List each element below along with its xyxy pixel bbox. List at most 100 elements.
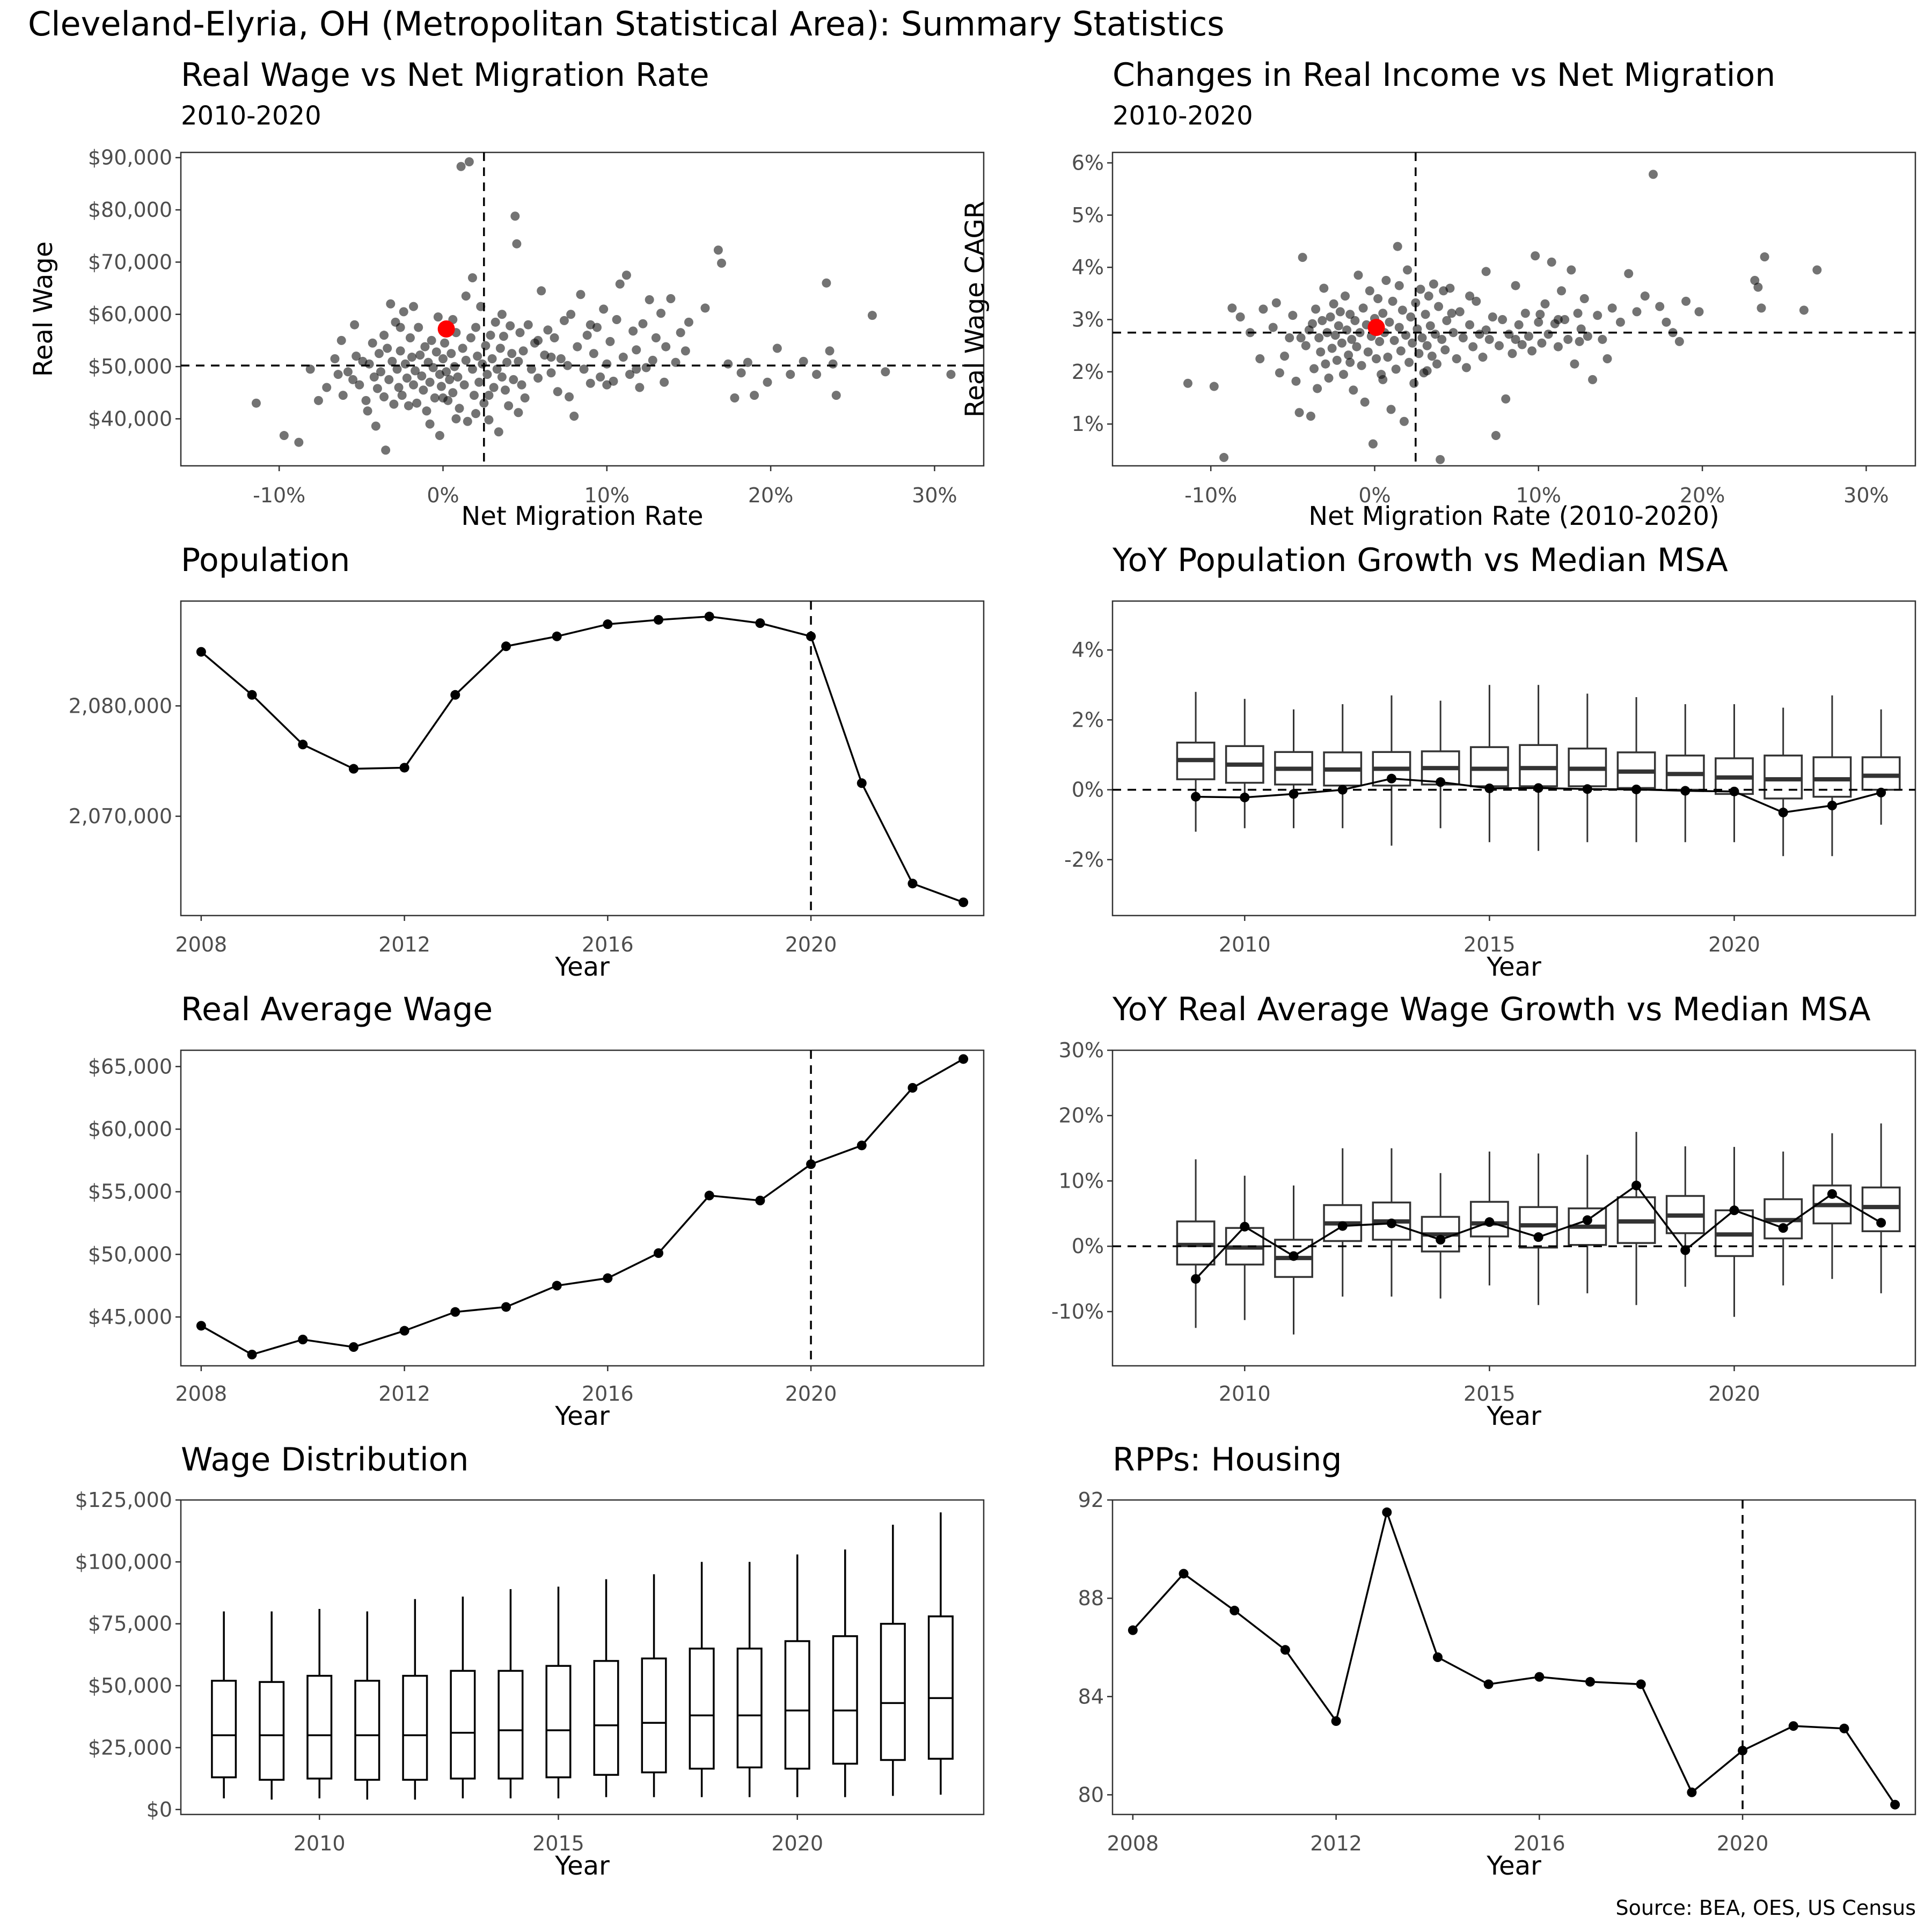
series-point: [196, 1321, 206, 1331]
series-point: [1839, 1723, 1849, 1733]
scatter-point: [338, 391, 348, 400]
scatter-point: [1219, 452, 1229, 462]
scatter-point: [305, 364, 315, 374]
scatter-point: [1285, 333, 1294, 343]
scatter-point: [1655, 302, 1665, 311]
scatter-point: [1403, 265, 1413, 275]
box-iqr: [402, 1674, 428, 1781]
series-point: [1289, 1251, 1299, 1261]
y-tick-label: 2%: [1072, 360, 1104, 384]
scatter-point: [1388, 296, 1397, 306]
y-tick-label: $75,000: [88, 1612, 172, 1636]
scatter-point: [425, 377, 435, 387]
scatter-point: [504, 401, 514, 411]
scatter-point: [396, 323, 405, 332]
scatter-point: [379, 331, 389, 340]
series-point: [1534, 1672, 1545, 1682]
scatter-point: [447, 349, 456, 358]
scatter-point: [1378, 375, 1388, 384]
y-tick-label: $80,000: [88, 198, 172, 222]
scatter-point: [684, 317, 693, 327]
panel-title: YoY Population Growth vs Median MSA: [1112, 541, 1728, 579]
scatter-point: [495, 343, 505, 353]
scatter-point: [376, 367, 385, 377]
x-axis-title: Year: [554, 952, 610, 982]
x-tick-label: 10%: [584, 484, 630, 507]
scatter-point: [1314, 333, 1324, 343]
y-tick-label: $50,000: [88, 355, 172, 378]
scatter-point: [1347, 334, 1357, 344]
scatter-point: [1694, 307, 1704, 317]
scatter-point: [1298, 253, 1307, 262]
scatter-point: [1397, 305, 1407, 315]
scatter-point: [1452, 354, 1461, 363]
scatter-point: [1353, 270, 1363, 280]
scatter-point: [1306, 412, 1315, 421]
box-iqr: [259, 1681, 285, 1781]
scatter-point: [618, 353, 628, 362]
scatter-point: [251, 398, 261, 408]
plot-area: [1113, 1123, 1915, 1335]
panel-wage_distribution: Wage Distribution 2010 2015 2020 $0 $25,000 $5…: [75, 1441, 985, 1881]
scatter-point: [456, 162, 466, 171]
y-tick-label: 2,080,000: [69, 694, 172, 718]
scatter-point: [1507, 349, 1517, 358]
series-point: [1582, 1215, 1592, 1225]
scatter-point: [1406, 312, 1416, 322]
scatter-point: [1373, 294, 1383, 304]
scatter-point: [565, 392, 574, 402]
series-point: [755, 618, 765, 628]
scatter-point: [509, 375, 518, 384]
highlight-point: [1367, 319, 1385, 336]
series-point: [1631, 1181, 1642, 1190]
scatter-point: [1255, 354, 1265, 363]
scatter-point: [546, 368, 556, 378]
series-point: [654, 614, 664, 625]
scatter-point: [1445, 283, 1455, 293]
scatter-point: [409, 302, 419, 311]
scatter-point: [461, 355, 471, 365]
scatter-point: [1432, 359, 1442, 369]
scatter-point: [411, 366, 420, 376]
scatter-point: [573, 342, 582, 352]
scatter-point: [1389, 335, 1399, 345]
scatter-point: [461, 291, 471, 301]
scatter-point: [507, 349, 517, 358]
scatter-point: [404, 401, 413, 411]
scatter-point: [1465, 291, 1475, 301]
series-point: [1876, 787, 1886, 797]
scatter-point: [625, 370, 635, 379]
scatter-point: [717, 258, 727, 268]
x-tick-label: 2020: [771, 1832, 823, 1855]
scatter-point: [458, 343, 467, 353]
y-tick-label: 0%: [1072, 778, 1104, 802]
series-point: [450, 1307, 460, 1317]
scatter-point: [1309, 364, 1319, 374]
scatter-point: [464, 157, 474, 167]
scatter-point: [350, 320, 360, 330]
scatter-point: [586, 378, 595, 388]
box-iqr: [545, 1665, 572, 1779]
panel-yoy_wage_growth: YoY Real Average Wage Growth vs Median M…: [1051, 991, 1916, 1431]
y-tick-label: 2%: [1072, 708, 1104, 731]
y-tick-label: 4%: [1072, 255, 1104, 279]
scatter-point: [1301, 341, 1311, 350]
scatter-point: [1575, 336, 1584, 346]
scatter-point: [1280, 352, 1290, 361]
scatter-point: [1491, 431, 1501, 441]
scatter-point: [831, 391, 841, 400]
series-point: [1585, 1677, 1596, 1687]
y-tick-label: 5%: [1072, 203, 1104, 227]
scatter-point: [381, 445, 391, 455]
scatter-point: [579, 364, 589, 374]
scatter-point: [1375, 336, 1385, 346]
scatter-point: [546, 353, 556, 362]
scatter-point: [1235, 312, 1245, 322]
y-tick-label: 10%: [1059, 1169, 1104, 1192]
x-tick-label: 2016: [582, 933, 634, 956]
y-tick-label: $25,000: [88, 1736, 172, 1759]
scatter-point: [1396, 346, 1406, 356]
series-point: [1533, 1232, 1543, 1242]
series-point: [1687, 1787, 1697, 1797]
scatter-point: [582, 331, 592, 340]
